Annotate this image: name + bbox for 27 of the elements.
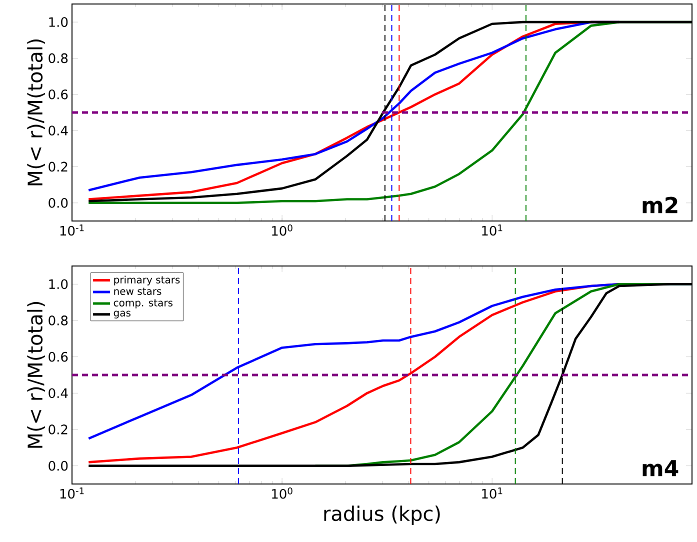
legend-label: primary stars xyxy=(114,276,180,286)
x-axis-title: radius (kpc) xyxy=(324,506,440,525)
y-tick-label: 0.8 xyxy=(48,53,68,64)
y-tick-label: 0.6 xyxy=(48,89,68,100)
y-axis-title: M(< r)/M(total) xyxy=(27,39,45,186)
y-tick-label: 0.8 xyxy=(48,316,68,326)
y-tick-label: 0.4 xyxy=(48,126,68,136)
annotation: m2 xyxy=(642,196,678,214)
legend-label: new stars xyxy=(114,288,162,295)
y-tick-label: 1.0 xyxy=(49,17,68,27)
x-tick-label: 10$^{0}$ xyxy=(272,488,292,499)
legend-label: comp. stars xyxy=(114,299,173,308)
y-tick-label: 0.2 xyxy=(48,162,68,172)
y-tick-label: 0.6 xyxy=(48,352,68,362)
x-tick-label: 10$^{1}$ xyxy=(482,488,502,499)
x-tick-label: 10$^{1}$ xyxy=(482,224,502,236)
y-tick-label: 0.0 xyxy=(48,198,68,208)
x-tick-label: 10$^{-1}$ xyxy=(60,488,84,499)
y-tick-label: 0.4 xyxy=(48,388,68,398)
annotation: m4 xyxy=(642,460,678,476)
x-tick-label: 10$^{-1}$ xyxy=(60,224,84,236)
legend-label: gas xyxy=(114,310,131,318)
y-tick-label: 0.2 xyxy=(48,424,68,434)
y-tick-label: 0.0 xyxy=(48,460,68,471)
y-tick-label: 1.0 xyxy=(49,279,68,290)
x-tick-label: 10$^{0}$ xyxy=(272,224,292,236)
y-axis-title: M(< r)/M(total) xyxy=(27,302,45,448)
